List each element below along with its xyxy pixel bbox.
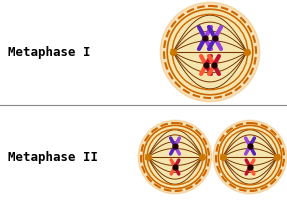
Circle shape [138,120,212,194]
Text: Metaphase I: Metaphase I [8,46,90,59]
Text: Metaphase II: Metaphase II [8,151,98,164]
Circle shape [217,124,283,190]
Circle shape [213,120,287,194]
Circle shape [165,7,255,97]
Circle shape [160,2,260,102]
Circle shape [142,124,208,190]
